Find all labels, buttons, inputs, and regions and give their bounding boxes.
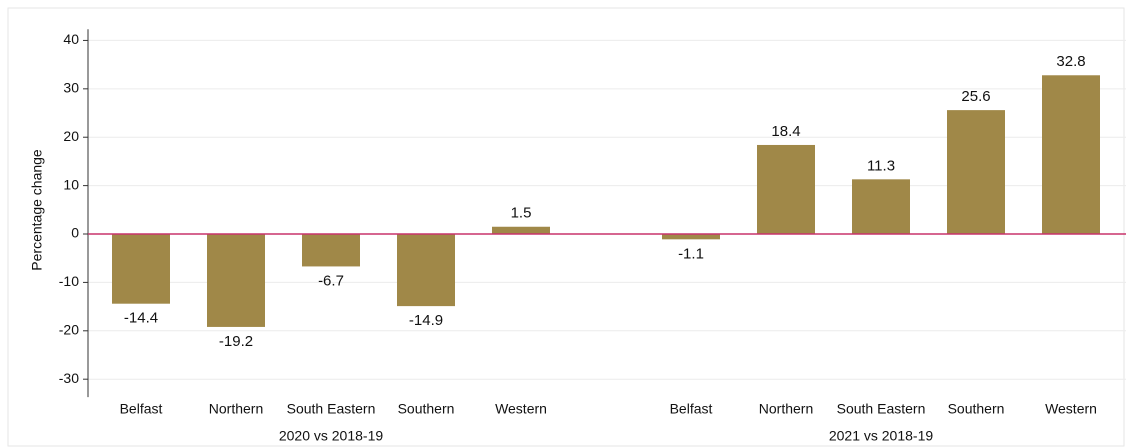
value-label: -1.1 bbox=[678, 245, 704, 262]
bar bbox=[852, 179, 910, 235]
group-label: 2020 vs 2018-19 bbox=[279, 428, 384, 444]
bar bbox=[207, 234, 265, 327]
y-tick-label: 40 bbox=[63, 31, 79, 47]
y-tick-label: -10 bbox=[59, 273, 79, 289]
y-tick-label: 30 bbox=[63, 80, 79, 96]
value-label: 1.5 bbox=[511, 205, 532, 222]
y-tick-label: 0 bbox=[71, 225, 79, 241]
value-label: -19.2 bbox=[219, 333, 253, 350]
value-label: 11.3 bbox=[867, 157, 895, 174]
value-label: -14.4 bbox=[124, 310, 158, 327]
group-label: 2021 vs 2018-19 bbox=[829, 428, 934, 444]
bar bbox=[662, 234, 720, 240]
value-label: 25.6 bbox=[961, 88, 990, 105]
x-tick-label: Belfast bbox=[120, 401, 163, 417]
y-tick-label: -30 bbox=[59, 370, 79, 386]
bar bbox=[397, 234, 455, 307]
y-tick-label: 10 bbox=[63, 176, 79, 192]
bar bbox=[757, 144, 815, 235]
bar bbox=[947, 110, 1005, 235]
y-tick-label: 20 bbox=[63, 128, 79, 144]
x-tick-label: Southern bbox=[948, 401, 1005, 417]
bar bbox=[1042, 75, 1100, 235]
x-tick-label: South Eastern bbox=[837, 401, 926, 417]
y-tick-label: -20 bbox=[59, 322, 79, 338]
x-tick-label: Northern bbox=[759, 401, 813, 417]
x-tick-label: Western bbox=[1045, 401, 1097, 417]
x-tick-label: Western bbox=[495, 401, 547, 417]
bar bbox=[302, 234, 360, 267]
value-label: -6.7 bbox=[318, 272, 344, 289]
value-label: 32.8 bbox=[1056, 53, 1085, 70]
bar bbox=[112, 234, 170, 304]
value-label: 18.4 bbox=[771, 123, 800, 140]
y-axis-label: Percentage change bbox=[29, 149, 45, 271]
value-label: -14.9 bbox=[409, 312, 443, 329]
bar bbox=[492, 226, 550, 235]
x-tick-label: South Eastern bbox=[287, 401, 376, 417]
frame bbox=[7, 7, 1125, 447]
x-tick-label: Belfast bbox=[670, 401, 713, 417]
x-tick-label: Northern bbox=[209, 401, 263, 417]
x-tick-label: Southern bbox=[398, 401, 455, 417]
